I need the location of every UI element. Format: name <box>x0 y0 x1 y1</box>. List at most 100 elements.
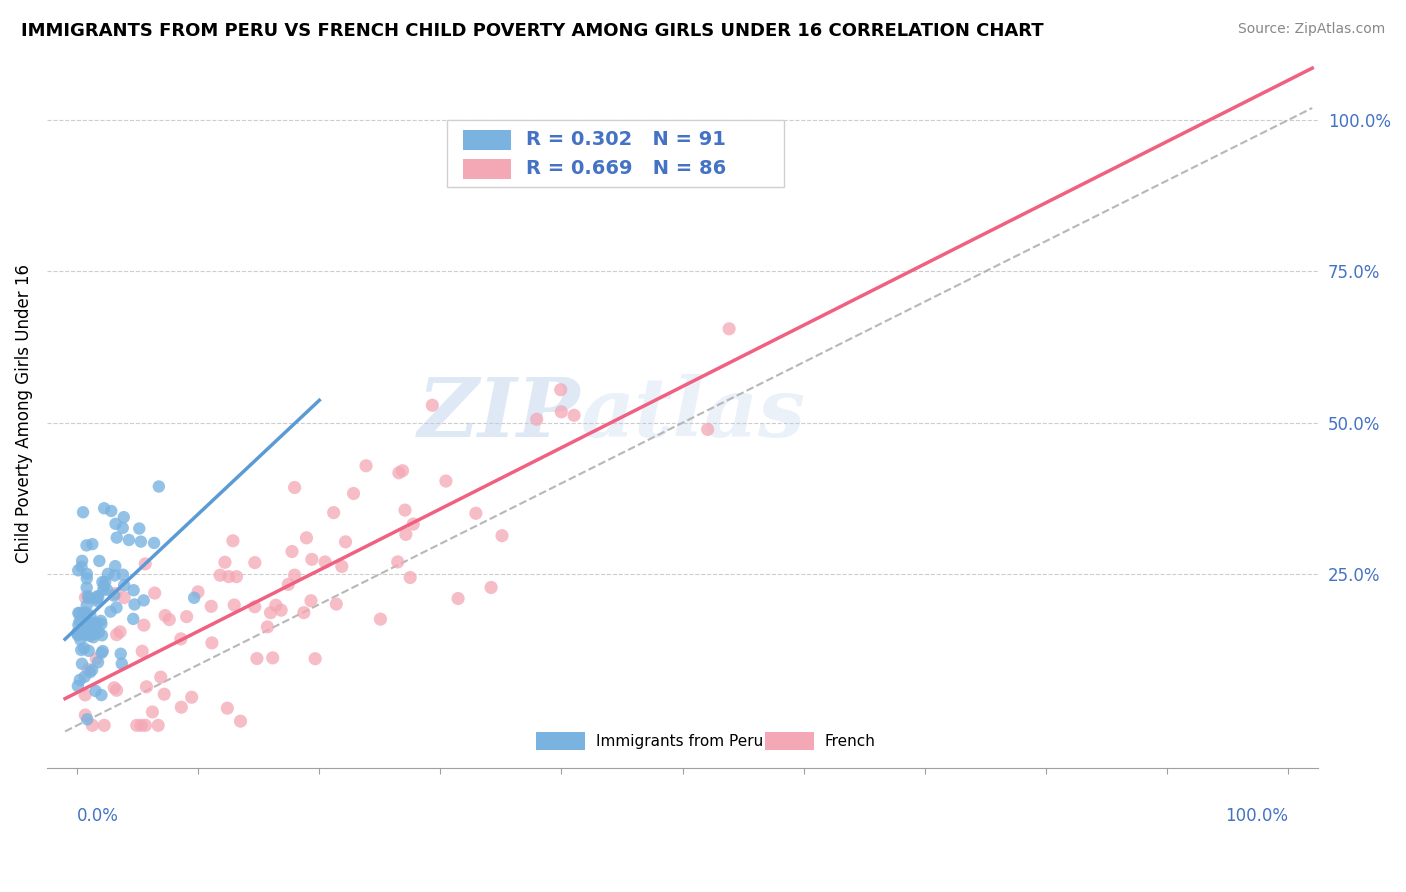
Point <box>82 663 104 677</box>
Point <box>66 628 89 642</box>
Point <box>75 708 97 723</box>
Point <box>66 679 89 693</box>
Point <box>491 529 513 543</box>
Point <box>335 534 357 549</box>
Text: R = 0.669   N = 86: R = 0.669 N = 86 <box>526 159 727 178</box>
Point <box>87 655 110 669</box>
Point <box>420 398 443 412</box>
Point <box>200 599 222 614</box>
Point <box>270 603 292 617</box>
Point <box>399 570 422 584</box>
Point <box>76 581 98 595</box>
Point <box>134 557 156 571</box>
Point <box>103 681 125 695</box>
Point <box>370 612 392 626</box>
Point <box>304 651 326 665</box>
Point <box>70 559 93 574</box>
Point <box>387 555 409 569</box>
Text: atlas: atlas <box>581 374 806 454</box>
Point <box>80 617 103 632</box>
Point <box>550 383 572 397</box>
Point <box>76 712 98 726</box>
Point <box>93 718 115 732</box>
Text: IMMIGRANTS FROM PERU VS FRENCH CHILD POVERTY AMONG GIRLS UNDER 16 CORRELATION CH: IMMIGRANTS FROM PERU VS FRENCH CHILD POV… <box>21 22 1043 40</box>
Point <box>187 585 209 599</box>
Point <box>135 680 157 694</box>
Point <box>91 575 114 590</box>
Point <box>70 554 93 568</box>
Point <box>354 458 377 473</box>
Point <box>292 606 315 620</box>
Point <box>170 632 193 646</box>
Text: ZIP: ZIP <box>418 374 581 454</box>
Point <box>79 608 101 623</box>
Point <box>391 464 413 478</box>
Point <box>84 617 107 632</box>
Point <box>110 647 132 661</box>
Point <box>434 474 457 488</box>
Point <box>86 591 108 606</box>
Text: Immigrants from Peru: Immigrants from Peru <box>596 733 763 748</box>
Point <box>550 405 572 419</box>
Point <box>77 591 100 605</box>
Point <box>183 591 205 605</box>
Text: Source: ZipAtlas.com: Source: ZipAtlas.com <box>1237 22 1385 37</box>
Point <box>105 683 128 698</box>
Point <box>209 568 232 582</box>
Point <box>105 600 128 615</box>
Point <box>82 630 104 644</box>
Point <box>112 578 135 592</box>
Text: French: French <box>825 733 876 748</box>
Point <box>83 627 105 641</box>
FancyBboxPatch shape <box>447 120 785 187</box>
Point <box>103 568 125 582</box>
Point <box>157 613 180 627</box>
Point <box>125 718 148 732</box>
Point <box>256 620 278 634</box>
Point <box>70 643 93 657</box>
Point <box>75 591 97 605</box>
Point <box>131 644 153 658</box>
Point <box>246 651 269 665</box>
Point <box>299 593 322 607</box>
Point <box>224 598 246 612</box>
Point <box>104 559 127 574</box>
Point <box>76 589 98 603</box>
Point <box>73 641 96 656</box>
Point <box>111 521 134 535</box>
Point <box>96 582 118 597</box>
Point <box>217 701 239 715</box>
Point <box>134 718 156 732</box>
Point <box>90 614 112 628</box>
FancyBboxPatch shape <box>765 732 814 750</box>
Point <box>70 657 93 671</box>
Point <box>76 538 98 552</box>
Point <box>100 504 122 518</box>
Point <box>82 718 104 732</box>
Point <box>124 598 146 612</box>
Point <box>93 501 115 516</box>
Point <box>201 636 224 650</box>
Point <box>284 568 307 582</box>
Point <box>76 621 98 635</box>
Point <box>75 688 97 702</box>
Point <box>87 625 110 640</box>
Point <box>94 574 117 589</box>
Point <box>97 566 120 581</box>
Point <box>93 582 115 597</box>
Point <box>153 608 176 623</box>
Text: 100.0%: 100.0% <box>1225 806 1288 824</box>
Point <box>91 644 114 658</box>
Point <box>170 700 193 714</box>
Point <box>447 591 470 606</box>
Point <box>243 556 266 570</box>
Point <box>322 506 344 520</box>
Point <box>79 629 101 643</box>
Point <box>73 670 96 684</box>
Point <box>67 563 90 577</box>
Point <box>86 615 108 630</box>
FancyBboxPatch shape <box>463 159 510 178</box>
Point <box>222 533 245 548</box>
Point <box>479 581 502 595</box>
Point <box>89 554 111 568</box>
